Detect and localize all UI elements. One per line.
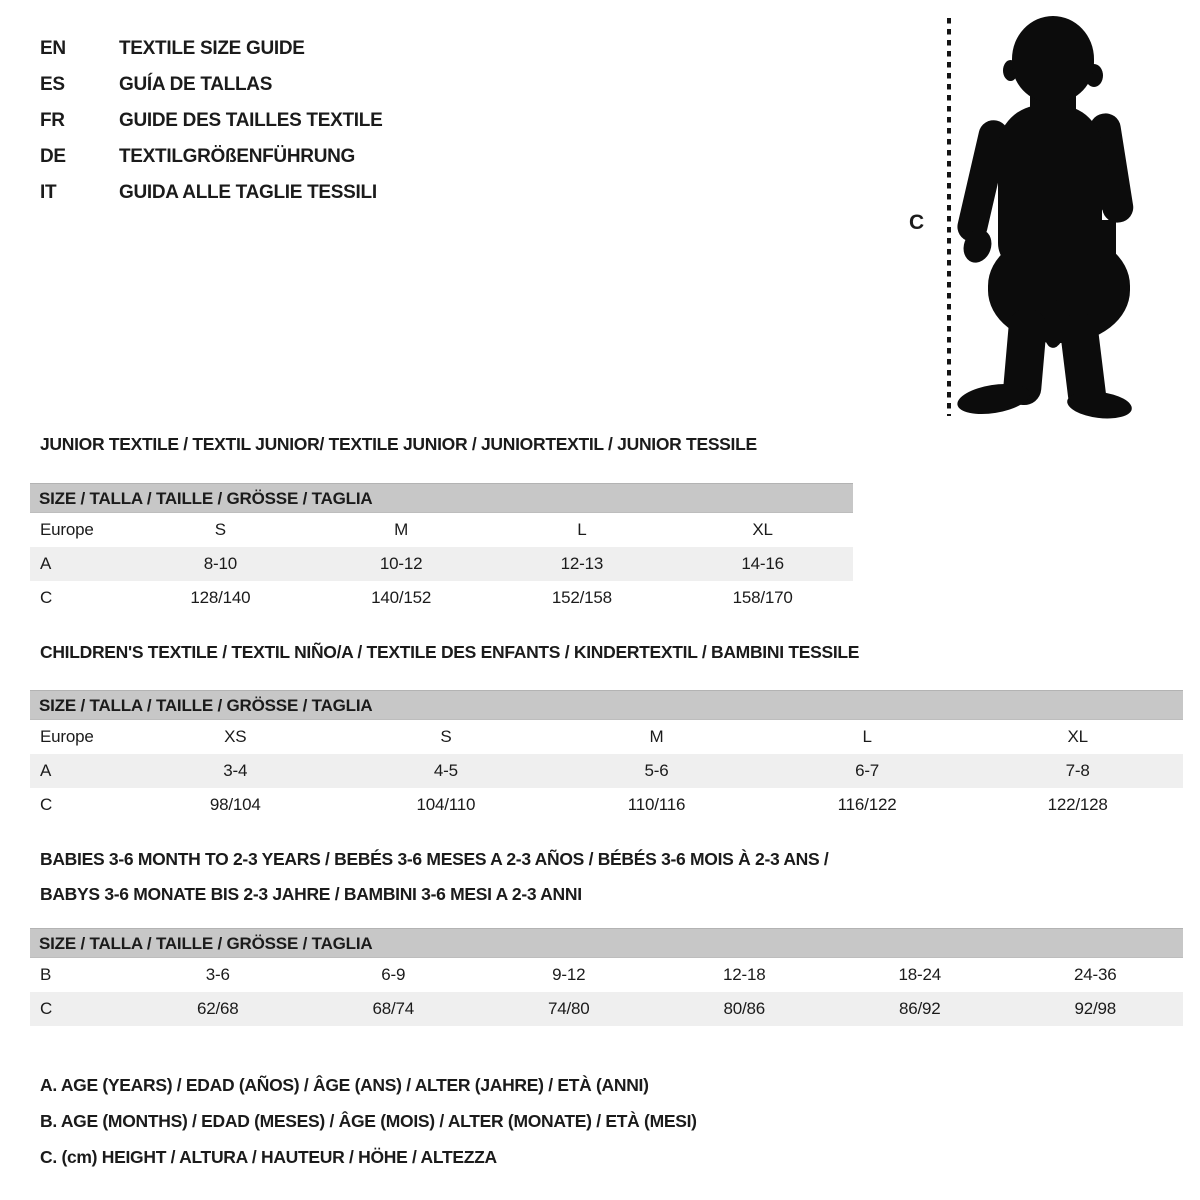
row-label: Europe [40,727,94,746]
language-title: TEXTILGRÖßENFÜHRUNG [119,146,356,167]
table-row: B 3-6 6-9 9-12 12-18 18-24 24-36 [30,958,1183,992]
table-cell: 68/74 [372,999,415,1018]
legend-line-age-months: B. AGE (MONTHS) / EDAD (MESES) / ÂGE (MO… [40,1111,697,1131]
table-cell: 152/158 [551,588,612,607]
section-title-line: BABIES 3-6 MONTH TO 2-3 YEARS / BEBÉS 3-… [40,849,829,869]
table-cell: 4-5 [433,761,458,780]
language-title: GUÍA DE TALLAS [119,74,273,95]
table-cell: 10-12 [379,554,423,573]
language-code: ES [40,74,65,95]
table-row: C 128/140 140/152 152/158 158/170 [30,581,853,615]
table-cell: 18-24 [898,965,942,984]
table-row: C 98/104 104/110 110/116 116/122 122/128 [30,788,1183,822]
legend-line-height: C. (cm) HEIGHT / ALTURA / HAUTEUR / HÖHE… [40,1147,497,1167]
table-cell: 92/98 [1074,999,1117,1018]
section-title-children: CHILDREN'S TEXTILE / TEXTIL NIÑO/A / TEX… [40,635,859,670]
table-cell: XL [752,520,773,539]
row-label: Europe [40,520,94,539]
table-cell: 116/122 [837,795,897,814]
row-label: C [40,588,53,607]
table-cell: 104/110 [416,795,476,814]
table-cell: L [862,727,872,746]
table-cell: 128/140 [190,588,251,607]
table-cell: 12-18 [723,965,766,984]
table-cell: 3-6 [205,965,230,984]
silhouette-right-foot [1065,388,1134,422]
language-code: EN [40,38,66,59]
table-cell: M [394,520,409,539]
language-code: DE [40,146,66,167]
row-label: A [40,761,52,780]
table-cell: 74/80 [547,999,590,1018]
language-row: FR GUIDE DES TAILLES TEXTILE [40,103,383,139]
section-title-line: JUNIOR TEXTILE / TEXTIL JUNIOR/ TEXTILE … [40,434,757,454]
table-cell: 9-12 [552,965,586,984]
table-cell: 6-9 [381,965,406,984]
table-cell: 98/104 [209,795,261,814]
table-cell: 3-4 [223,761,248,780]
size-table-junior: SIZE / TALLA / TAILLE / GRÖSSE / TAGLIA E… [30,483,853,615]
table-header-bar: SIZE / TALLA / TAILLE / GRÖSSE / TAGLIA [30,690,1183,720]
height-measure-label: C [909,211,925,234]
legend-line-age-years: A. AGE (YEARS) / EDAD (AÑOS) / ÂGE (ANS)… [40,1075,649,1095]
table-cell: 110/116 [627,795,686,814]
section-title-babies: BABIES 3-6 MONTH TO 2-3 YEARS / BEBÉS 3-… [40,842,829,912]
table-cell: S [440,727,452,746]
language-row: ES GUÍA DE TALLAS [40,67,382,103]
table-cell: 14-16 [741,554,784,573]
height-measure-dashed-line [947,18,951,416]
table-row: A 3-4 4-5 5-6 6-7 7-8 [30,754,1183,788]
row-label: C [40,999,53,1018]
table-cell: L [577,520,587,539]
language-title-list: EN TEXTILE SIZE GUIDE ES GUÍA DE TALLAS … [40,31,383,211]
table-cell: 24-36 [1074,965,1117,984]
language-title: TEXTILE SIZE GUIDE [119,38,305,59]
table-row: C 62/68 68/74 74/80 80/86 86/92 92/98 [30,992,1183,1026]
table-cell: XS [224,727,247,746]
row-label: A [40,554,52,573]
footnote-legend: A. AGE (YEARS) / EDAD (AÑOS) / ÂGE (ANS)… [40,1067,697,1175]
table-cell: 140/152 [371,588,432,607]
language-title: GUIDA ALLE TAGLIE TESSILI [119,182,377,203]
row-label: B [40,965,52,984]
table-row: Europe S M L XL [30,513,853,547]
table-cell: 8-10 [203,554,237,573]
section-title-line: BABYS 3-6 MONATE BIS 2-3 JAHRE / BAMBINI… [40,884,582,904]
section-title-junior: JUNIOR TEXTILE / TEXTIL JUNIOR/ TEXTILE … [40,427,757,462]
table-cell: 158/170 [732,588,793,607]
table-cell: 122/128 [1047,795,1108,814]
table-cell: 6-7 [855,761,880,780]
table-cell: S [214,520,226,539]
language-code: FR [40,110,65,131]
table-cell: 7-8 [1065,761,1090,780]
size-table-children: SIZE / TALLA / TAILLE / GRÖSSE / TAGLIA E… [30,690,1183,822]
table-cell: 62/68 [196,999,239,1018]
language-row: EN TEXTILE SIZE GUIDE [40,31,382,67]
language-row: IT GUIDA ALLE TAGLIE TESSILI [40,175,382,211]
silhouette-head [1012,16,1094,102]
table-header-bar: SIZE / TALLA / TAILLE / GRÖSSE / TAGLIA [30,483,853,513]
silhouette-hip [1004,220,1116,282]
size-table-babies: SIZE / TALLA / TAILLE / GRÖSSE / TAGLIA B… [30,928,1183,1026]
table-cell: 86/92 [898,999,941,1018]
language-row: DE TEXTILGRÖßENFÜHRUNG [40,139,382,175]
table-cell: 12-13 [560,554,604,573]
language-title: GUIDE DES TAILLES TEXTILE [119,110,383,131]
table-row: A 8-10 10-12 12-13 14-16 [30,547,853,581]
table-cell: 80/86 [723,999,766,1018]
silhouette-left-foot [955,379,1032,419]
table-row: Europe XS S M L XL [30,720,1183,754]
language-code: IT [40,182,57,203]
table-cell: XL [1067,727,1088,746]
section-title-line: CHILDREN'S TEXTILE / TEXTIL NIÑO/A / TEX… [40,642,860,662]
table-cell: M [649,727,664,746]
table-cell: 5-6 [644,761,669,780]
toddler-silhouette [952,12,1144,422]
row-label: C [40,795,53,814]
table-header-bar: SIZE / TALLA / TAILLE / GRÖSSE / TAGLIA [30,928,1183,958]
